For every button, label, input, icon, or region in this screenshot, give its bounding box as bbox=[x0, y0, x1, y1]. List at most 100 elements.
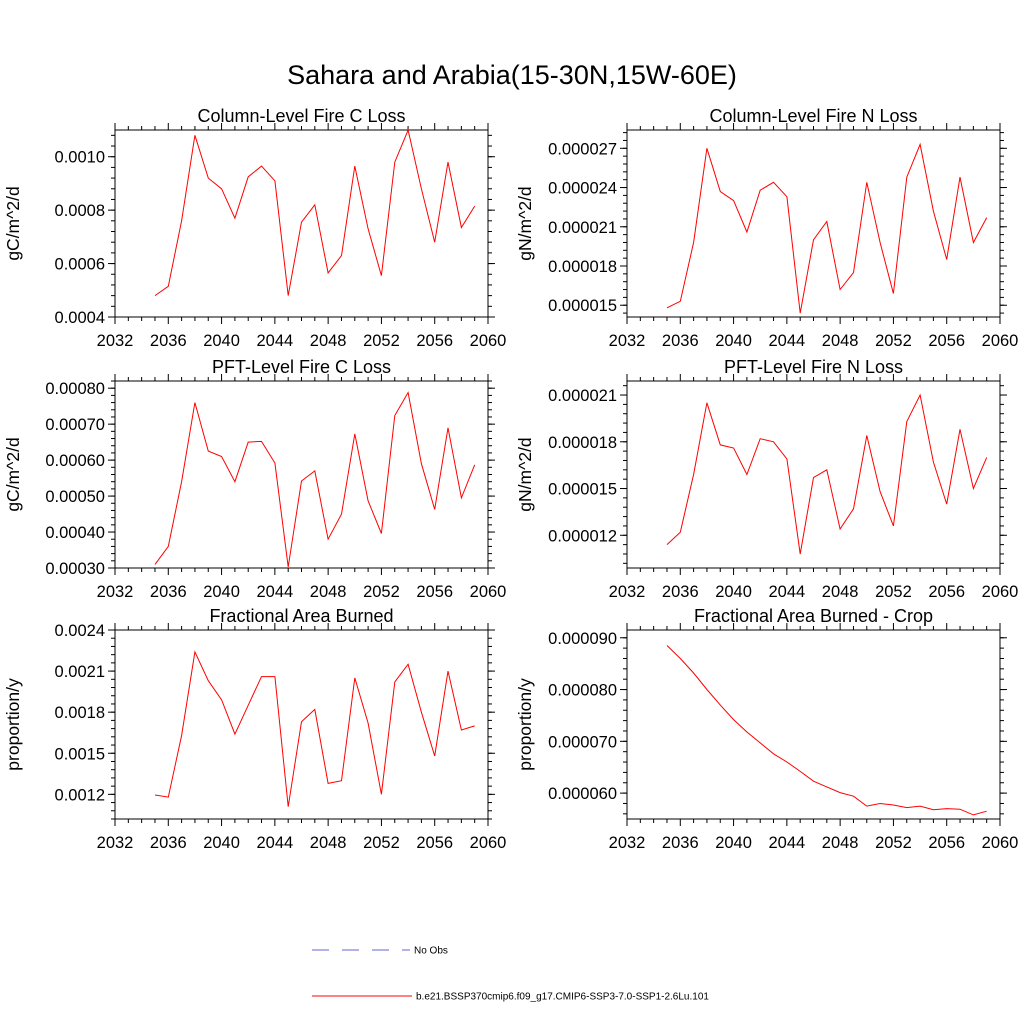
y-tick-label: 0.00070 bbox=[45, 416, 105, 434]
x-tick-label: 2048 bbox=[310, 332, 347, 350]
x-tick-label: 2052 bbox=[363, 583, 400, 601]
y-axis-label: gN/m^2/d bbox=[515, 186, 535, 260]
x-tick-label: 2036 bbox=[662, 834, 699, 852]
y-tick-label: 0.0021 bbox=[55, 663, 105, 681]
y-tick-label: 0.0012 bbox=[55, 786, 105, 804]
y-tick-label: 0.000090 bbox=[548, 630, 617, 648]
y-tick-label: 0.0010 bbox=[55, 149, 105, 167]
chart-panel-1: Column-Level Fire C Loss 2032 2036 2040 2044… bbox=[3, 106, 506, 350]
plot-frame bbox=[114, 380, 489, 569]
x-tick-label: 2044 bbox=[256, 583, 293, 601]
series-line bbox=[666, 393, 988, 555]
panels: Column-Level Fire C Loss 2032 2036 2040 2044… bbox=[3, 106, 1018, 852]
x-tick-label: 2040 bbox=[715, 583, 752, 601]
x-tick-label: 2040 bbox=[715, 834, 752, 852]
y-tick-label: 0.0006 bbox=[55, 256, 105, 274]
x-tick-label: 2036 bbox=[662, 583, 699, 601]
x-tick-label: 2044 bbox=[768, 834, 805, 852]
x-tick-label: 2048 bbox=[310, 583, 347, 601]
x-tick-label: 2048 bbox=[822, 583, 859, 601]
panel-title: Fractional Area Burned - Crop bbox=[694, 606, 933, 626]
y-tick-label: 0.0018 bbox=[55, 704, 105, 722]
x-tick-label: 2052 bbox=[363, 834, 400, 852]
x-tick-label: 2056 bbox=[928, 583, 965, 601]
y-tick-label: 0.000080 bbox=[548, 682, 617, 700]
x-tick-label: 2060 bbox=[982, 332, 1019, 350]
legend-obs-label: No Obs bbox=[414, 946, 448, 957]
x-tick-label: 2060 bbox=[470, 332, 507, 350]
y-tick-label: 0.0008 bbox=[55, 202, 105, 220]
y-axis-label: gN/m^2/d bbox=[515, 437, 535, 511]
x-tick-label: 2044 bbox=[256, 834, 293, 852]
x-tick-label: 2040 bbox=[203, 583, 240, 601]
chart-panel-3: PFT-Level Fire C Loss 2032 2036 2040 2044 204… bbox=[3, 357, 506, 601]
y-tick-label: 0.0015 bbox=[55, 745, 105, 763]
figure-title: Sahara and Arabia(15-30N,15W-60E) bbox=[287, 60, 737, 90]
y-tick-label: 0.00080 bbox=[45, 380, 105, 398]
x-tick-label: 2060 bbox=[470, 834, 507, 852]
y-tick-label: 0.000018 bbox=[548, 434, 617, 452]
x-tick-label: 2040 bbox=[203, 834, 240, 852]
y-tick-label: 0.00050 bbox=[45, 488, 105, 506]
y-tick-label: 0.000018 bbox=[548, 258, 617, 276]
x-tick-label: 2032 bbox=[97, 332, 134, 350]
x-tick-label: 2048 bbox=[822, 332, 859, 350]
series-line bbox=[154, 128, 476, 297]
x-tick-label: 2040 bbox=[203, 332, 240, 350]
legend-model-label: b.e21.BSSP370cmip6.f09_g17.CMIP6-SSP3-7.… bbox=[416, 992, 709, 1003]
x-tick-label: 2044 bbox=[256, 332, 293, 350]
panel-title: Fractional Area Burned bbox=[209, 606, 393, 626]
x-tick-label: 2052 bbox=[875, 332, 912, 350]
y-axis-label: proportion/y bbox=[3, 678, 23, 771]
x-tick-label: 2052 bbox=[875, 583, 912, 601]
legend: No Obs b.e21.BSSP370cmip6.f09_g17.CMIP6-… bbox=[312, 946, 709, 1003]
x-tick-label: 2032 bbox=[97, 834, 134, 852]
y-tick-label: 0.00060 bbox=[45, 452, 105, 470]
plot-frame bbox=[626, 380, 1001, 569]
x-tick-label: 2036 bbox=[150, 583, 187, 601]
x-tick-label: 2048 bbox=[822, 834, 859, 852]
x-tick-label: 2056 bbox=[928, 332, 965, 350]
series-line bbox=[666, 142, 988, 314]
series-line bbox=[666, 645, 987, 816]
plot-frame bbox=[626, 629, 1001, 820]
y-tick-label: 0.000024 bbox=[548, 180, 617, 198]
chart-panel-6: Fractional Area Burned - Crop 2032 2036 204… bbox=[515, 606, 1018, 852]
x-tick-label: 2060 bbox=[470, 583, 507, 601]
x-tick-label: 2056 bbox=[928, 834, 965, 852]
x-tick-label: 2052 bbox=[875, 834, 912, 852]
y-tick-label: 0.000070 bbox=[548, 733, 617, 751]
y-tick-label: 0.00030 bbox=[45, 560, 105, 578]
x-tick-label: 2044 bbox=[768, 332, 805, 350]
x-tick-label: 2052 bbox=[363, 332, 400, 350]
chart-panel-4: PFT-Level Fire N Loss 2032 2036 2040 2044 204… bbox=[515, 357, 1018, 601]
y-tick-label: 0.0004 bbox=[55, 309, 105, 327]
y-tick-label: 0.00040 bbox=[45, 524, 105, 542]
panel-title: Column-Level Fire N Loss bbox=[709, 106, 917, 126]
x-tick-label: 2032 bbox=[609, 834, 646, 852]
x-tick-label: 2056 bbox=[416, 583, 453, 601]
x-tick-label: 2040 bbox=[715, 332, 752, 350]
x-tick-label: 2036 bbox=[662, 332, 699, 350]
series-line bbox=[154, 391, 476, 567]
y-tick-label: 0.000015 bbox=[548, 481, 617, 499]
y-tick-label: 0.000021 bbox=[548, 219, 617, 237]
x-tick-label: 2060 bbox=[982, 834, 1019, 852]
x-tick-label: 2036 bbox=[150, 332, 187, 350]
y-tick-label: 0.000015 bbox=[548, 297, 617, 315]
x-tick-label: 2032 bbox=[609, 332, 646, 350]
x-tick-label: 2044 bbox=[768, 583, 805, 601]
x-tick-label: 2056 bbox=[416, 834, 453, 852]
x-tick-label: 2036 bbox=[150, 834, 187, 852]
series-line bbox=[154, 650, 475, 807]
x-tick-label: 2056 bbox=[416, 332, 453, 350]
y-tick-label: 0.000012 bbox=[548, 527, 617, 545]
panel-title: Column-Level Fire C Loss bbox=[197, 106, 405, 126]
y-tick-label: 0.000021 bbox=[548, 387, 617, 405]
y-axis-label: proportion/y bbox=[515, 678, 535, 771]
y-axis-label: gC/m^2/d bbox=[3, 437, 23, 511]
panel-title: PFT-Level Fire N Loss bbox=[724, 357, 903, 377]
y-tick-label: 0.0024 bbox=[55, 622, 105, 640]
x-tick-label: 2060 bbox=[982, 583, 1019, 601]
